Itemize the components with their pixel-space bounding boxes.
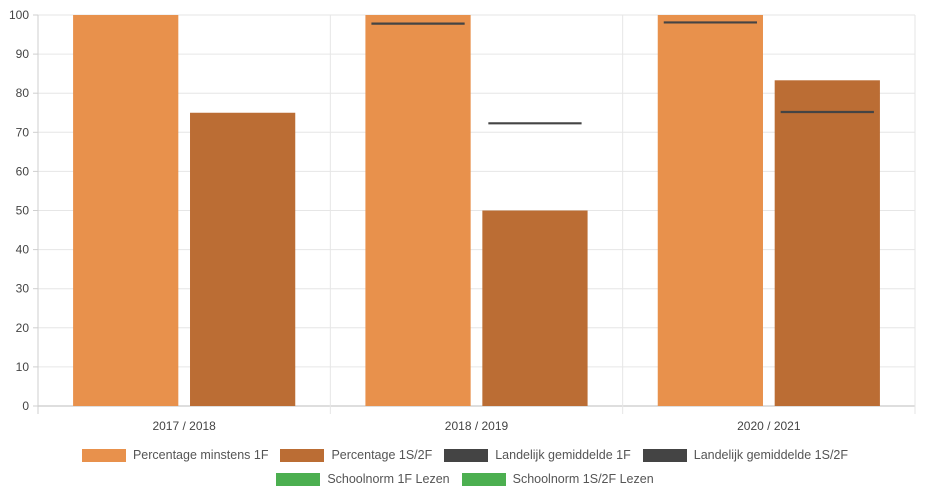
legend-row-1: Percentage minstens 1F Percentage 1S/2F … <box>0 448 930 462</box>
legend-swatch <box>444 448 489 462</box>
bar <box>774 80 880 406</box>
y-tick-label: 80 <box>16 86 30 100</box>
legend-label: Landelijk gemiddelde 1F <box>495 448 631 462</box>
legend-swatch <box>461 472 506 486</box>
legend-swatch <box>81 448 126 462</box>
grid-lines <box>33 14 916 414</box>
y-tick-label: 20 <box>16 321 30 335</box>
y-tick-label: 60 <box>16 164 30 178</box>
y-tick-label: 30 <box>16 282 30 296</box>
legend-item-landelijk-gemiddelde-1s-2f[interactable]: Landelijk gemiddelde 1S/2F <box>642 448 849 462</box>
bars <box>73 15 880 406</box>
legend-row-2: Schoolnorm 1F Lezen Schoolnorm 1S/2F Lez… <box>0 472 930 486</box>
x-tick-label: 2017 / 2018 <box>152 419 216 433</box>
legend-swatch <box>642 448 687 462</box>
legend-item-landelijk-gemiddelde-1f[interactable]: Landelijk gemiddelde 1F <box>444 448 631 462</box>
legend-item-percentage-1s-2f[interactable]: Percentage 1S/2F <box>280 448 432 462</box>
y-tick-label: 100 <box>9 8 29 22</box>
legend-item-percentage-minstens-1f[interactable]: Percentage minstens 1F <box>81 448 269 462</box>
y-tick-label: 10 <box>16 360 30 374</box>
y-tick-label: 0 <box>22 399 29 413</box>
legend-swatch <box>280 448 325 462</box>
legend-swatch <box>276 472 321 486</box>
y-tick-label: 90 <box>16 47 30 61</box>
legend-label: Landelijk gemiddelde 1S/2F <box>693 448 849 462</box>
x-tick-label: 2020 / 2021 <box>737 419 801 433</box>
y-tick-label: 50 <box>16 204 30 218</box>
bar <box>190 112 296 406</box>
legend-label: Schoolnorm 1S/2F Lezen <box>512 472 654 486</box>
legend-item-schoolnorm-1f-lezen[interactable]: Schoolnorm 1F Lezen <box>276 472 450 486</box>
bar <box>365 15 471 406</box>
legend-label: Schoolnorm 1F Lezen <box>327 472 450 486</box>
bar <box>657 15 763 406</box>
legend-item-schoolnorm-1s-2f-lezen[interactable]: Schoolnorm 1S/2F Lezen <box>461 472 654 486</box>
y-tick-label: 70 <box>16 125 30 139</box>
axes: 0 10 20 30 40 50 60 70 80 90 100 2017 / 2018 2018 / … <box>9 8 801 433</box>
legend-label: Percentage 1S/2F <box>331 448 433 462</box>
bar <box>73 15 179 406</box>
bar <box>482 210 588 406</box>
legend-label: Percentage minstens 1F <box>132 448 269 462</box>
average-markers <box>371 21 874 125</box>
x-tick-label: 2018 / 2019 <box>445 419 509 433</box>
y-tick-label: 40 <box>16 243 30 257</box>
